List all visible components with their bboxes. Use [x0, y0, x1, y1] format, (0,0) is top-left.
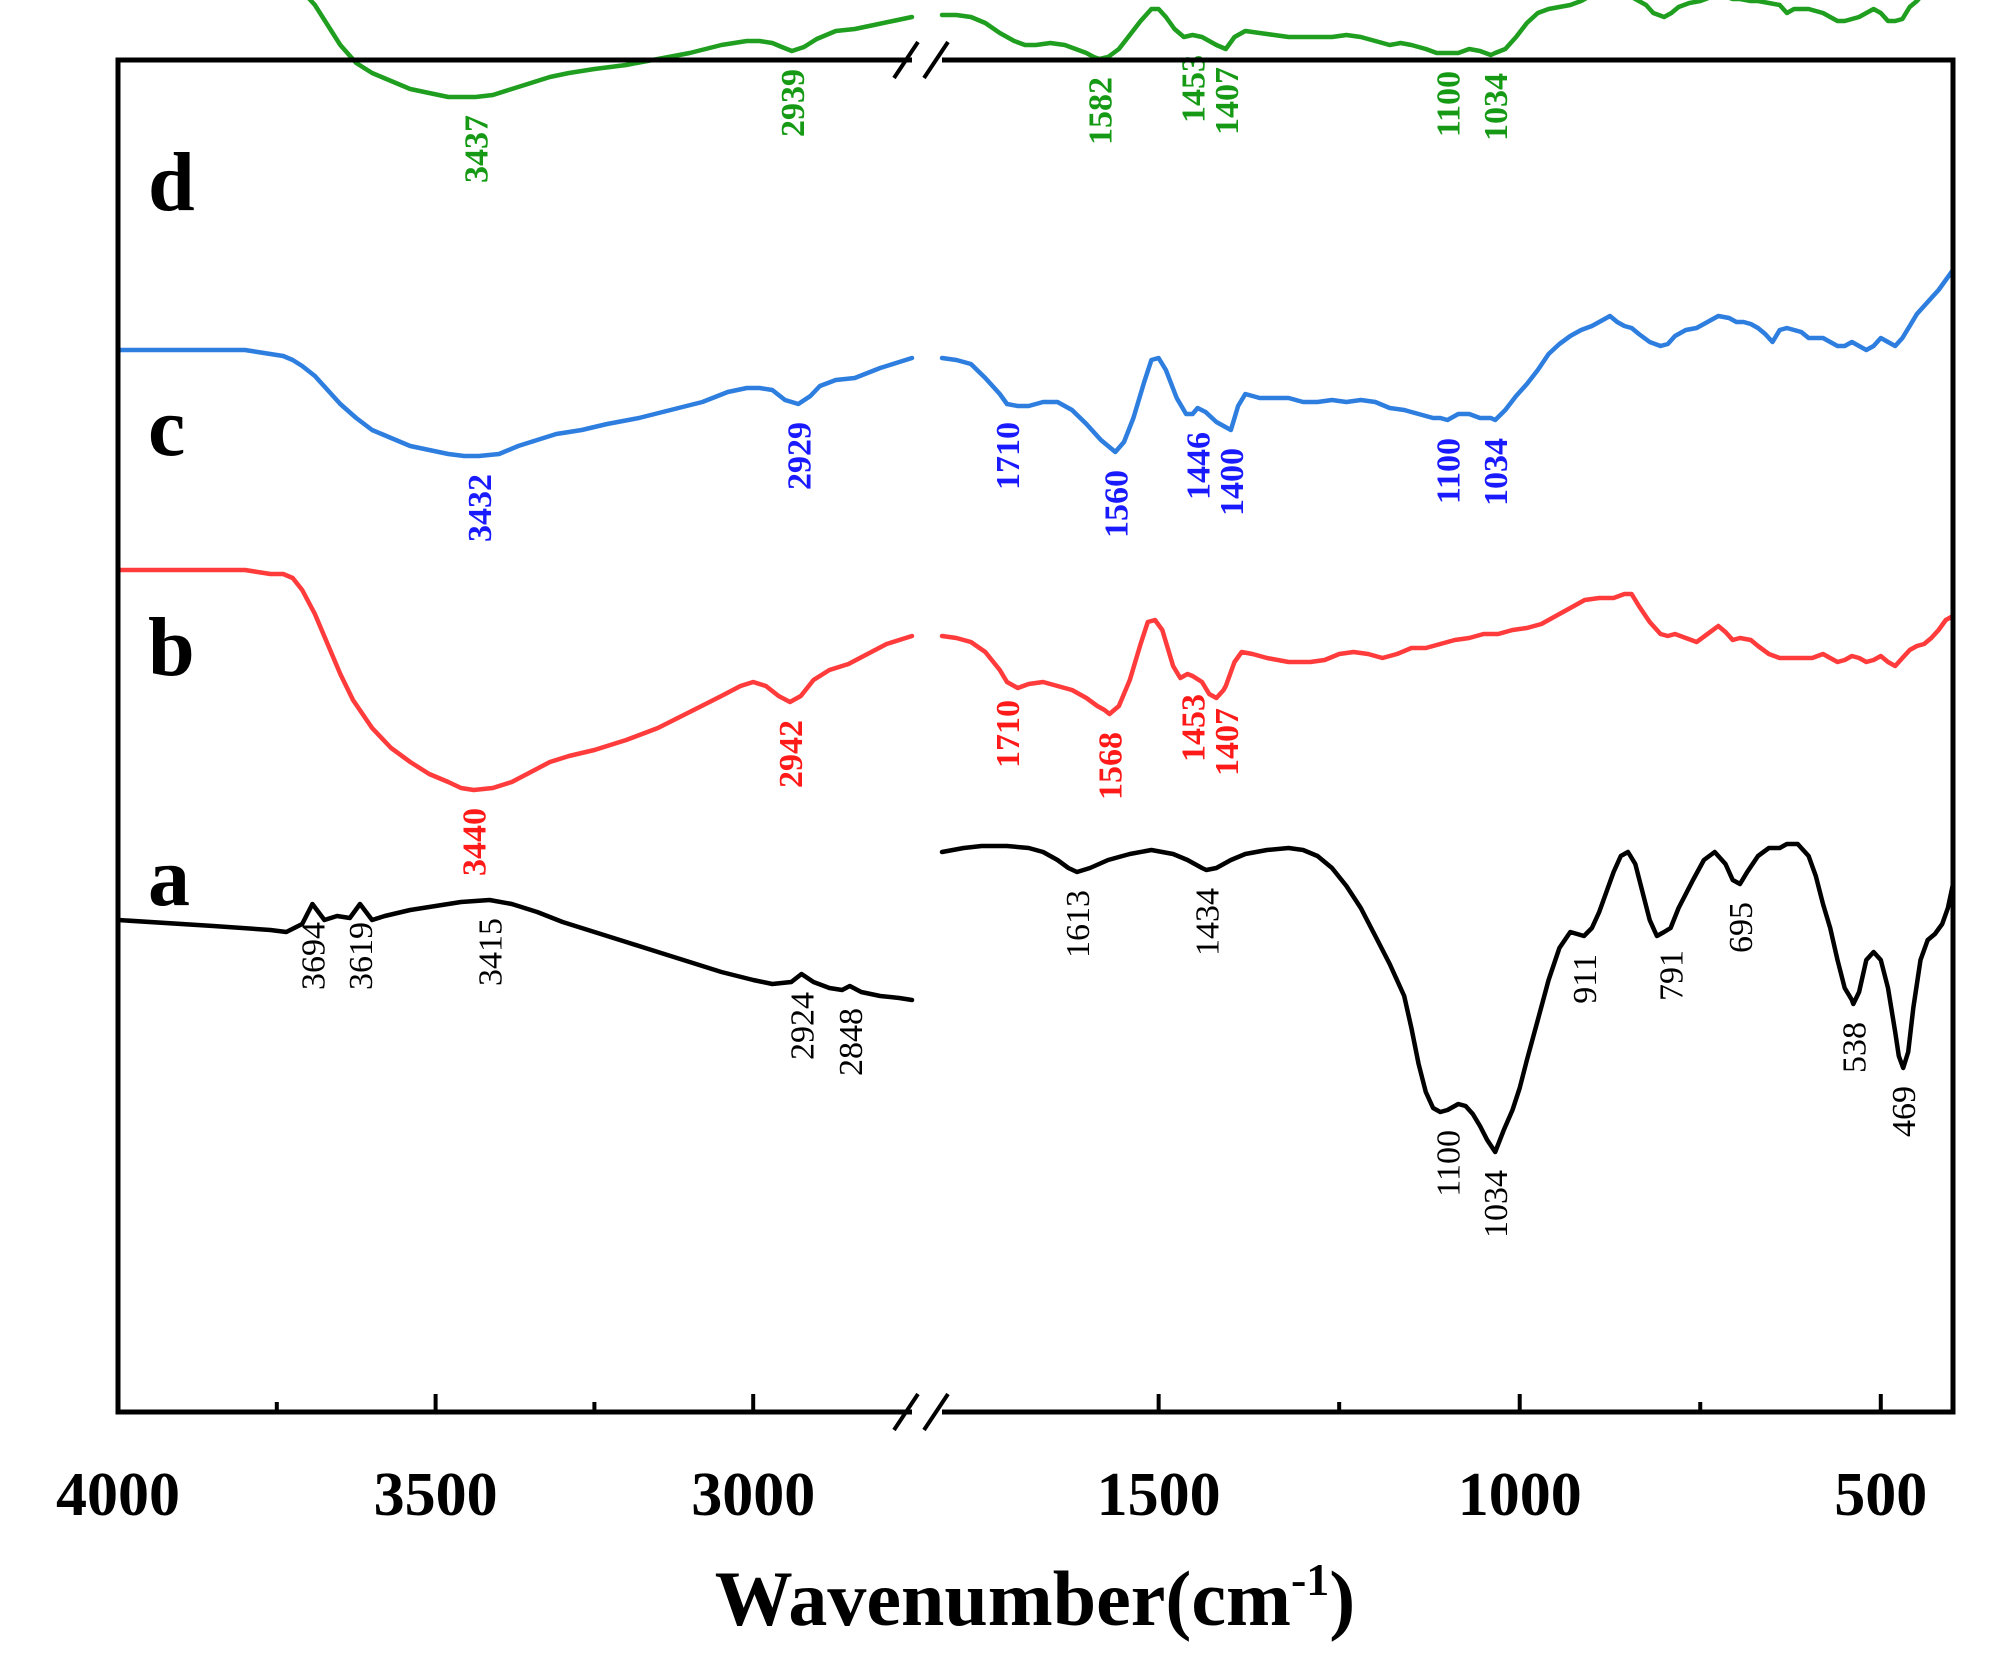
- peak-label-c-1400: 1400: [1214, 448, 1251, 516]
- peak-label-b-1453: 1453: [1176, 694, 1213, 762]
- x-tick-label-1000: 1000: [1458, 1461, 1582, 1529]
- series-b-line-1: [115, 567, 915, 793]
- series-a-line-2: [939, 841, 1956, 1155]
- x-tick-label-1500: 1500: [1097, 1461, 1221, 1529]
- axis-break-slash: [922, 1392, 950, 1432]
- peak-label-a-695: 695: [1723, 902, 1760, 953]
- peak-label-c-3432: 3432: [462, 474, 499, 542]
- axis-break: [892, 40, 950, 1432]
- peak-label-a-791: 791: [1654, 950, 1691, 1001]
- series-d-line-1: [307, 0, 915, 100]
- peak-label-a-1613: 1613: [1060, 890, 1097, 958]
- series-letter-a: a: [148, 831, 190, 924]
- x-tick-label-4000: 4000: [56, 1461, 180, 1529]
- x-axis-title: Wavenumber(cm-1): [715, 1554, 1356, 1642]
- peak-label-d-2939: 2939: [775, 69, 812, 137]
- series-letter-b: b: [148, 601, 195, 694]
- series-letter-d: d: [148, 136, 195, 229]
- series-c-line-2: [939, 267, 1956, 455]
- peak-label-c-1560: 1560: [1098, 470, 1135, 538]
- peak-label-a-1100: 1100: [1431, 1130, 1468, 1197]
- peak-label-c-1100: 1100: [1431, 438, 1468, 504]
- peak-label-d-1100: 1100: [1431, 71, 1468, 137]
- peak-label-d-1034: 1034: [1478, 73, 1515, 141]
- series-letter-c: c: [148, 381, 185, 474]
- peak-label-b-2942: 2942: [773, 720, 810, 788]
- peak-label-c-1034: 1034: [1478, 438, 1515, 506]
- peak-label-d-3437: 3437: [459, 115, 496, 183]
- peak-label-a-469: 469: [1886, 1086, 1923, 1137]
- x-tick-label-3500: 3500: [374, 1461, 498, 1529]
- peak-label-a-3694: 3694: [295, 922, 332, 990]
- x-tick-label-500: 500: [1834, 1461, 1927, 1529]
- peak-label-a-1034: 1034: [1478, 1170, 1515, 1238]
- x-axis-title-superscript: -1: [1291, 1554, 1329, 1605]
- peak-label-d-1407: 1407: [1209, 67, 1246, 135]
- peak-label-c-1446: 1446: [1181, 432, 1218, 500]
- series-b-line-2: [939, 591, 1956, 717]
- series-a-line-1: [115, 897, 915, 1003]
- peak-label-a-1434: 1434: [1189, 888, 1226, 956]
- peak-label-d-1453: 1453: [1176, 55, 1213, 123]
- peak-label-layer: 3694 3619 3415 2924 2848 1613 1434 1100 1034 911 7…: [295, 55, 1923, 1238]
- axis-break-slash: [892, 1392, 920, 1432]
- x-axis-title-main: Wavenumber(cm: [715, 1555, 1291, 1642]
- peak-label-b-1568: 1568: [1093, 732, 1130, 800]
- axis-break-slash: [892, 40, 920, 80]
- x-axis-ticks: 4000 3500 3000 1500 1000 500: [56, 1394, 1927, 1529]
- plot-frame: [115, 57, 1956, 1415]
- series-d-line-2: [939, 0, 1921, 62]
- peak-label-a-911: 911: [1567, 954, 1604, 1004]
- peak-label-a-2924: 2924: [785, 992, 822, 1060]
- peak-label-c-2929: 2929: [781, 422, 818, 490]
- series-layer: [115, 0, 1956, 1155]
- peak-label-a-3619: 3619: [343, 922, 380, 990]
- peak-label-b-1407: 1407: [1209, 708, 1246, 776]
- peak-label-c-1710: 1710: [990, 422, 1027, 490]
- x-tick-label-3000: 3000: [691, 1461, 815, 1529]
- axis-break-slash: [922, 40, 950, 80]
- peak-label-d-1582: 1582: [1082, 77, 1119, 145]
- peak-label-a-538: 538: [1836, 1022, 1873, 1073]
- peak-label-a-3415: 3415: [473, 918, 510, 986]
- series-c-line-1: [115, 347, 915, 459]
- x-axis-title-close: ): [1329, 1555, 1355, 1642]
- peak-label-a-2848: 2848: [833, 1008, 870, 1076]
- peak-label-b-1710: 1710: [990, 700, 1027, 768]
- peak-label-b-3440: 3440: [457, 808, 494, 876]
- series-letter-layer: a b c d: [148, 136, 195, 924]
